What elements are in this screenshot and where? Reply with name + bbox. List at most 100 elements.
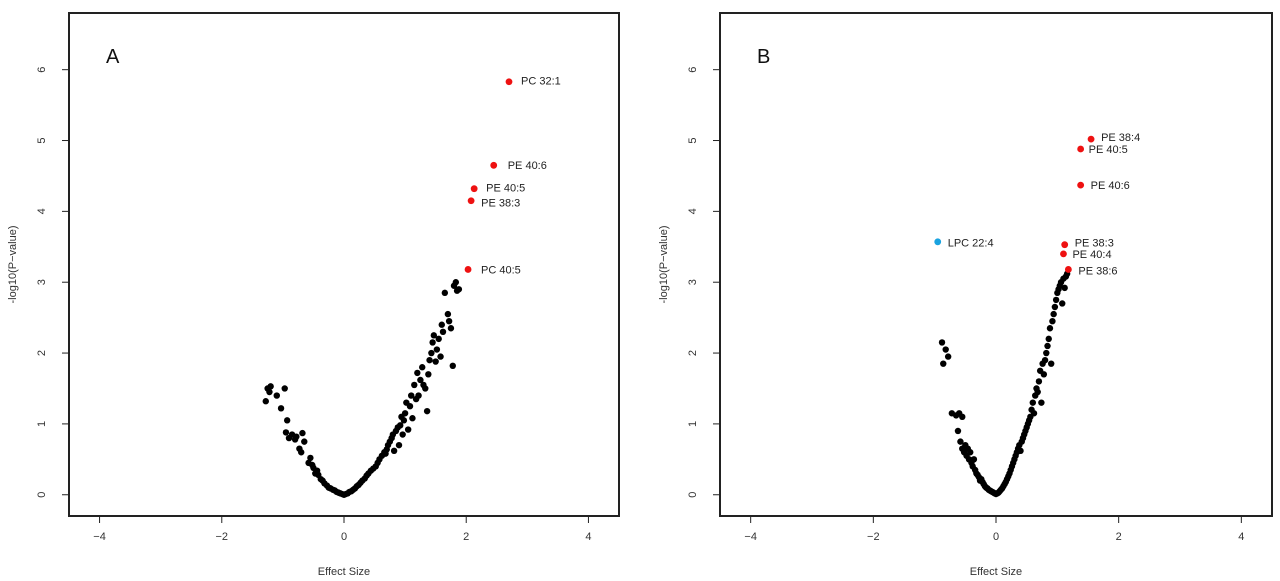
base-point (441, 289, 449, 297)
point-label: PC 40:5 (481, 264, 521, 276)
base-point (422, 385, 429, 392)
base-point (1048, 360, 1055, 367)
base-point (970, 456, 978, 463)
panel-letter: A (106, 46, 120, 68)
base-point (1059, 300, 1066, 307)
base-point (1052, 296, 1060, 304)
base-point (277, 405, 285, 412)
y-tick-label: 2 (36, 350, 48, 356)
base-point (395, 441, 403, 449)
panel-letter: B (757, 46, 770, 68)
y-tick-label: 0 (36, 492, 48, 498)
x-tick-label: −4 (93, 531, 106, 543)
base-point (267, 383, 274, 390)
x-tick-label: 2 (463, 531, 469, 543)
base-point (415, 392, 422, 399)
base-point (432, 358, 439, 365)
base-point (430, 332, 438, 339)
base-point (414, 369, 421, 377)
base-point (404, 426, 412, 433)
base-point (1043, 349, 1050, 357)
base-point (1050, 310, 1057, 318)
point-label: PE 40:6 (508, 160, 547, 172)
base-point (1030, 410, 1038, 417)
y-tick-label: 1 (687, 421, 699, 427)
base-point (419, 364, 426, 371)
base-point (401, 410, 409, 417)
x-tick-label: −2 (867, 531, 880, 543)
base-point (417, 376, 424, 384)
base-point (1049, 317, 1056, 325)
base-point (957, 438, 964, 445)
up-point (464, 266, 472, 273)
up-point (470, 185, 478, 193)
base-point (455, 286, 463, 293)
base-point (426, 356, 433, 364)
up-point (1077, 145, 1085, 153)
point-label: PE 38:3 (1075, 238, 1114, 250)
panel-a: −4 −2 0 2 4 0 1 2 3 4 5 6 Effect Size -log10(P−value)… (7, 12, 620, 578)
base-point (293, 433, 300, 440)
base-point (298, 449, 305, 456)
base-point (283, 417, 291, 424)
base-point (262, 398, 269, 405)
base-point (959, 413, 966, 421)
base-point (1045, 335, 1052, 343)
base-point (1017, 447, 1024, 455)
point-label: PE 40:5 (1089, 144, 1128, 156)
y-tick-label: 0 (687, 492, 699, 498)
base-point (281, 385, 288, 392)
up-point (1064, 266, 1072, 273)
base-point (409, 415, 416, 422)
y-tick-label: 5 (36, 137, 48, 143)
x-tick-label: 2 (1116, 531, 1122, 543)
base-point (1041, 356, 1049, 364)
point-label: PC 32:1 (521, 76, 561, 88)
up-point (490, 161, 498, 169)
up-point (467, 197, 475, 205)
base-point (1061, 284, 1068, 292)
base-point (1038, 399, 1045, 406)
base-point (1040, 371, 1048, 378)
y-axis-title: -log10(P−value) (7, 226, 19, 304)
y-tick-label: 3 (687, 279, 699, 285)
base-point (438, 321, 445, 328)
base-point (444, 310, 452, 318)
base-point (301, 438, 308, 445)
base-point (307, 454, 314, 462)
base-point (1051, 303, 1059, 311)
point-label: LPC 22:4 (948, 238, 994, 250)
up-point (1087, 135, 1095, 143)
x-tick-label: −2 (216, 531, 229, 543)
x-tick-label: 0 (341, 531, 347, 543)
y-tick-label: 5 (687, 137, 699, 143)
base-point (437, 353, 444, 360)
base-point (266, 388, 273, 396)
point-label: PE 40:6 (1091, 180, 1130, 192)
x-axis-title: Effect Size (970, 566, 1022, 578)
y-tick-label: 4 (36, 208, 48, 214)
base-point (1029, 399, 1037, 406)
x-tick-label: −4 (744, 531, 757, 543)
y-tick-label: 2 (687, 350, 699, 356)
base-point (938, 339, 946, 346)
base-point (411, 381, 418, 389)
base-point (273, 392, 280, 399)
x-tick-label: 4 (585, 531, 591, 543)
base-point (449, 362, 456, 370)
x-axis-title: Effect Size (318, 566, 370, 578)
base-point (942, 346, 949, 353)
base-point (406, 402, 414, 410)
base-point (397, 422, 404, 429)
y-tick-label: 3 (36, 279, 48, 285)
plot-frame (719, 12, 1273, 517)
base-point (429, 339, 436, 346)
base-point (439, 328, 447, 336)
base-point (452, 279, 460, 286)
base-point (408, 392, 415, 399)
base-point (299, 429, 306, 437)
base-point (390, 447, 398, 455)
point-label: PE 40:4 (1072, 249, 1111, 261)
base-point (282, 429, 290, 436)
